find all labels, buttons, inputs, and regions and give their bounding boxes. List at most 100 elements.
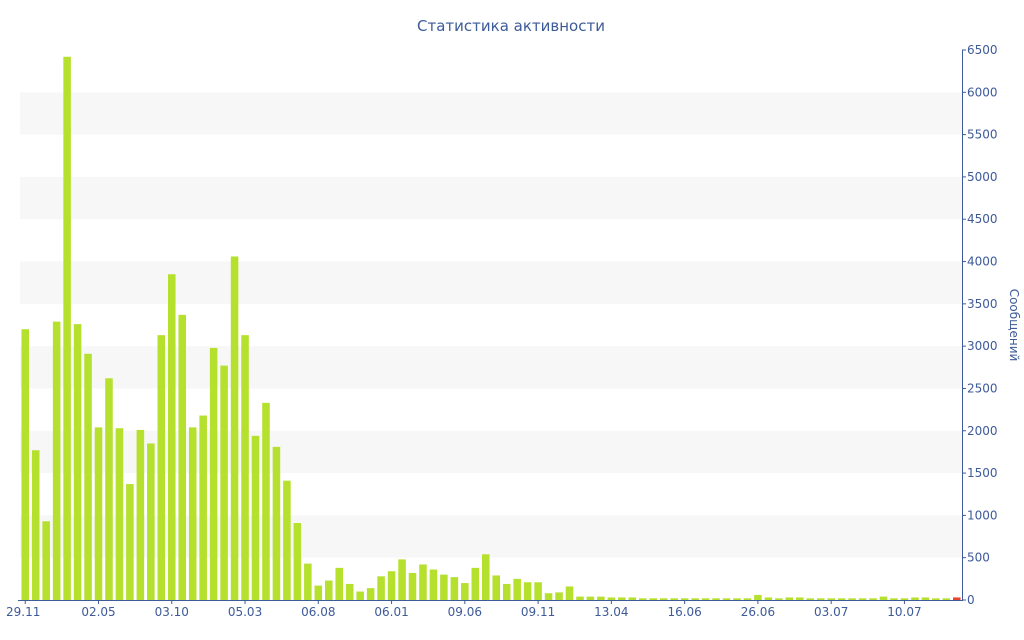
grid-band: [20, 515, 962, 558]
bar: [450, 577, 459, 600]
bar: [94, 427, 103, 600]
bar: [649, 598, 658, 600]
bar: [387, 571, 396, 600]
bar: [356, 591, 364, 600]
x-tick-label: 02.05: [81, 605, 115, 619]
y-tick-labels: 0 500 1000 1500 2000 2500 3000 3500 4000 4500 5000…: [962, 43, 998, 607]
x-tick-label: 13.04: [594, 605, 628, 619]
x-tick-label: 29.11: [6, 605, 40, 619]
bar: [597, 596, 605, 600]
bar: [890, 598, 898, 600]
bar: [157, 335, 166, 600]
grid-band: [20, 346, 962, 389]
bar: [251, 435, 260, 600]
bar: [398, 559, 406, 600]
grid-bands: [20, 92, 962, 558]
y-tick-label: 3500: [967, 297, 998, 311]
bar: [178, 314, 187, 600]
bar: [942, 598, 951, 600]
bar: [565, 586, 574, 600]
x-tick-label: 10.07: [887, 605, 921, 619]
bar: [304, 563, 312, 600]
grid-band: [20, 261, 962, 304]
bar: [785, 597, 794, 600]
bar: [932, 598, 940, 600]
bar: [513, 578, 521, 600]
bar: [953, 597, 961, 600]
bar: [806, 598, 815, 600]
bar: [325, 580, 333, 600]
bar: [628, 597, 637, 600]
y-tick-label: 1500: [967, 466, 998, 480]
bar: [837, 598, 846, 600]
bar: [523, 582, 532, 600]
bar: [293, 523, 302, 600]
bar: [722, 598, 731, 600]
x-tick-label: 06.01: [374, 605, 408, 619]
bar: [764, 597, 773, 600]
grid-band: [20, 176, 962, 220]
y-tick-label: 6000: [967, 85, 998, 99]
bar: [419, 564, 427, 600]
y-tick-label: 2000: [967, 424, 998, 438]
bar: [607, 597, 616, 600]
bar: [136, 429, 145, 600]
bar: [618, 597, 626, 600]
y-tick-label: 4500: [967, 212, 998, 226]
bar: [848, 598, 856, 600]
bar: [921, 597, 930, 600]
bar: [429, 569, 438, 600]
bar: [879, 596, 888, 600]
y-tick-label: 3000: [967, 339, 998, 353]
bar: [701, 598, 710, 600]
bar: [52, 321, 61, 600]
grid-band: [20, 430, 962, 474]
bar: [639, 598, 647, 600]
y-tick-label: 6500: [967, 43, 998, 57]
bar: [314, 585, 323, 600]
bar: [115, 428, 124, 600]
bar-series: [21, 56, 961, 600]
y-tick-label: 0: [967, 593, 975, 607]
bar: [555, 592, 563, 600]
bar: [241, 335, 249, 600]
bar: [21, 329, 30, 600]
bar: [691, 598, 699, 600]
bar: [471, 567, 480, 600]
bar: [335, 567, 344, 600]
bar: [168, 274, 176, 600]
x-tick-labels: 29.11 02.05 03.10 05.03 06.08 06.01 09.06 09.11…: [6, 600, 922, 619]
bar: [84, 353, 92, 600]
bar: [63, 56, 71, 600]
bar: [670, 598, 678, 600]
y-tick-label: 5000: [967, 170, 998, 184]
bar: [544, 593, 553, 600]
bar: [31, 450, 40, 600]
bar: [712, 598, 720, 600]
bar: [42, 521, 50, 600]
bar: [230, 256, 239, 600]
bar: [775, 598, 783, 600]
x-tick-label: 03.10: [155, 605, 189, 619]
bar: [188, 427, 197, 600]
y-tick-label: 5500: [967, 128, 998, 142]
grid-band: [20, 92, 962, 135]
bar: [680, 598, 689, 600]
bar: [858, 598, 867, 600]
bar: [461, 583, 469, 600]
x-tick-label: 09.11: [521, 605, 555, 619]
bar: [147, 443, 155, 600]
bar: [126, 484, 134, 600]
bar: [659, 598, 668, 600]
y-tick-label: 500: [967, 551, 990, 565]
bar: [283, 480, 291, 600]
y-tick-label: 1000: [967, 508, 998, 522]
y-axis-label: Сообщений: [1007, 289, 1021, 362]
bar: [345, 583, 354, 600]
y-tick-label: 2500: [967, 381, 998, 395]
bar: [73, 324, 82, 600]
bar: [492, 575, 501, 600]
bar: [911, 597, 919, 600]
